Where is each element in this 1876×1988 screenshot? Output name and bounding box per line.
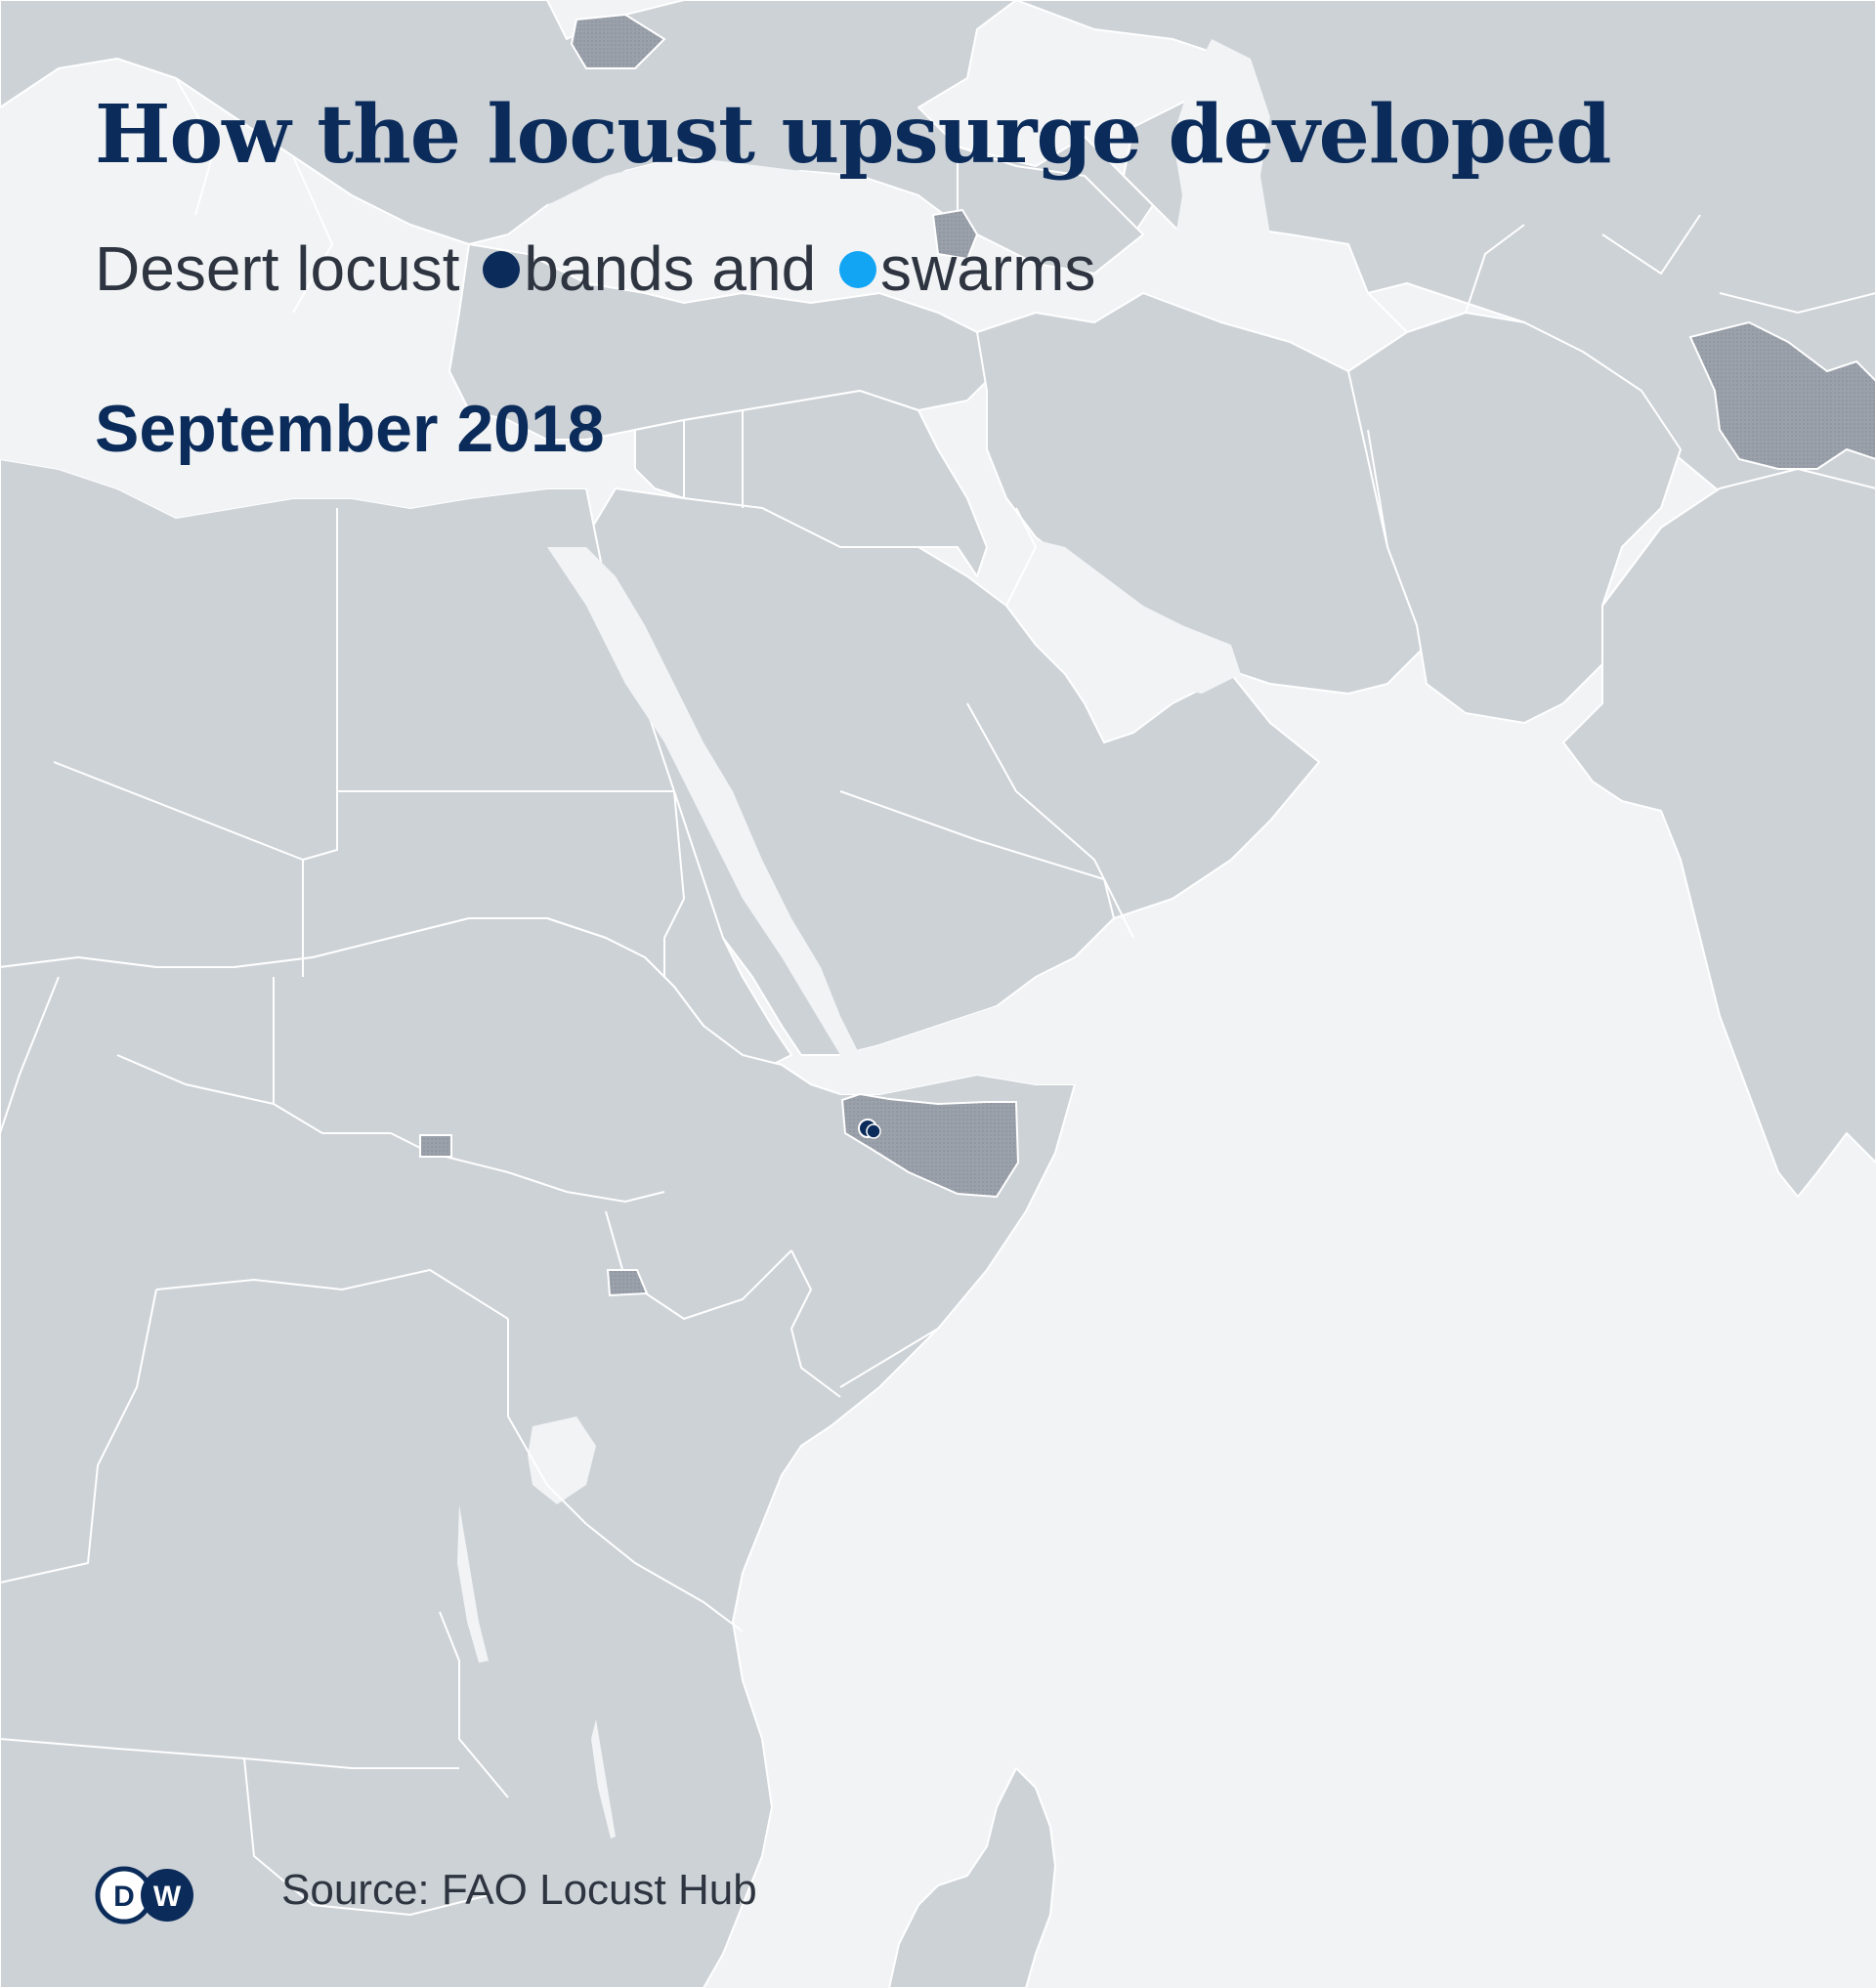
svg-text:D: D bbox=[113, 1881, 135, 1913]
india-land bbox=[1562, 468, 1876, 1198]
lake-malawi bbox=[591, 1719, 616, 1839]
subtitle-legend: Desert locust bands and swarms bbox=[95, 233, 1095, 305]
locust-markers bbox=[858, 1119, 881, 1139]
swarms-legend-dot bbox=[838, 251, 876, 289]
black-sea bbox=[547, 156, 948, 264]
persian-gulf bbox=[997, 537, 1241, 694]
date-label: September 2018 bbox=[95, 392, 605, 466]
page-title: How the locust upsurge developed bbox=[95, 88, 1612, 182]
affected-south-sudan-patch bbox=[419, 1134, 452, 1158]
inland-water bbox=[0, 39, 1270, 1839]
swarms-legend-label: swarms bbox=[879, 233, 1096, 304]
affected-ethiopia-kenya-patch bbox=[606, 1269, 649, 1297]
bands-legend-dot bbox=[483, 251, 521, 289]
madagascar-land bbox=[888, 1767, 1056, 1988]
affected-kashmir bbox=[1688, 320, 1876, 470]
svg-text:W: W bbox=[153, 1881, 182, 1913]
country-borders bbox=[0, 77, 1876, 1917]
affected-areas bbox=[419, 13, 1876, 1297]
affected-nakhchivan bbox=[931, 208, 979, 261]
iran-land bbox=[976, 292, 1428, 695]
affected-crimea bbox=[570, 13, 666, 69]
lake-tanganyika bbox=[457, 1504, 489, 1663]
caspian-sea bbox=[1172, 39, 1270, 313]
bands-marker-2 bbox=[866, 1123, 881, 1139]
affected-somaliland bbox=[840, 1092, 1020, 1199]
subtitle-lead: Desert locust bbox=[95, 233, 460, 304]
mediterranean-sea bbox=[0, 293, 616, 518]
gulf-of-aden bbox=[840, 1006, 1085, 1094]
dw-logo: D W bbox=[95, 1866, 193, 1925]
source-note: Source: FAO Locust Hub bbox=[281, 1866, 757, 1914]
red-sea bbox=[547, 547, 860, 1055]
bands-legend-label: bands and bbox=[524, 233, 817, 304]
